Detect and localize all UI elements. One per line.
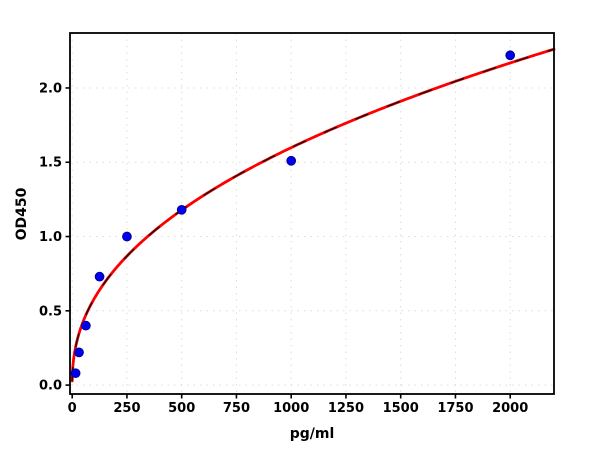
x-tick-label: 1500 [383,401,419,416]
tick-layer: 0 250 500 750 1000 1250 1500 1750 2000 0.0 0.5 1.0 1… [39,81,528,416]
x-tick-label: 1750 [437,401,473,416]
x-tick-label: 0 [68,401,77,416]
y-tick-label: 0.0 [39,379,62,394]
fit-curve [70,47,556,383]
data-point [176,204,187,215]
x-tick-label: 1000 [273,401,309,416]
y-axis-label: OD450 [14,187,30,240]
fit-curve-dash-overlay [71,48,555,381]
data-point-layer [70,50,516,379]
x-axis-label: pg/ml [290,426,335,442]
data-point [81,320,91,331]
x-tick-label: 1250 [328,401,364,416]
x-tick-label: 250 [113,401,140,416]
y-tick-label: 0.5 [39,304,62,319]
data-point [74,347,84,358]
x-tick-label: 500 [168,401,195,416]
y-tick-label: 1.5 [39,156,62,171]
plot-border [69,32,555,395]
y-tick-label: 1.0 [39,230,62,245]
data-point [70,368,81,379]
data-point [505,50,516,61]
axes-frame-layer [69,32,555,395]
x-tick-label: 750 [223,401,250,416]
x-tick-label: 2000 [492,401,528,416]
data-point [94,271,105,282]
data-point [286,155,297,166]
fit-curve-layer [70,47,556,383]
y-tick-label: 2.0 [39,81,62,96]
grid-layer [70,33,554,394]
data-point [122,231,132,242]
